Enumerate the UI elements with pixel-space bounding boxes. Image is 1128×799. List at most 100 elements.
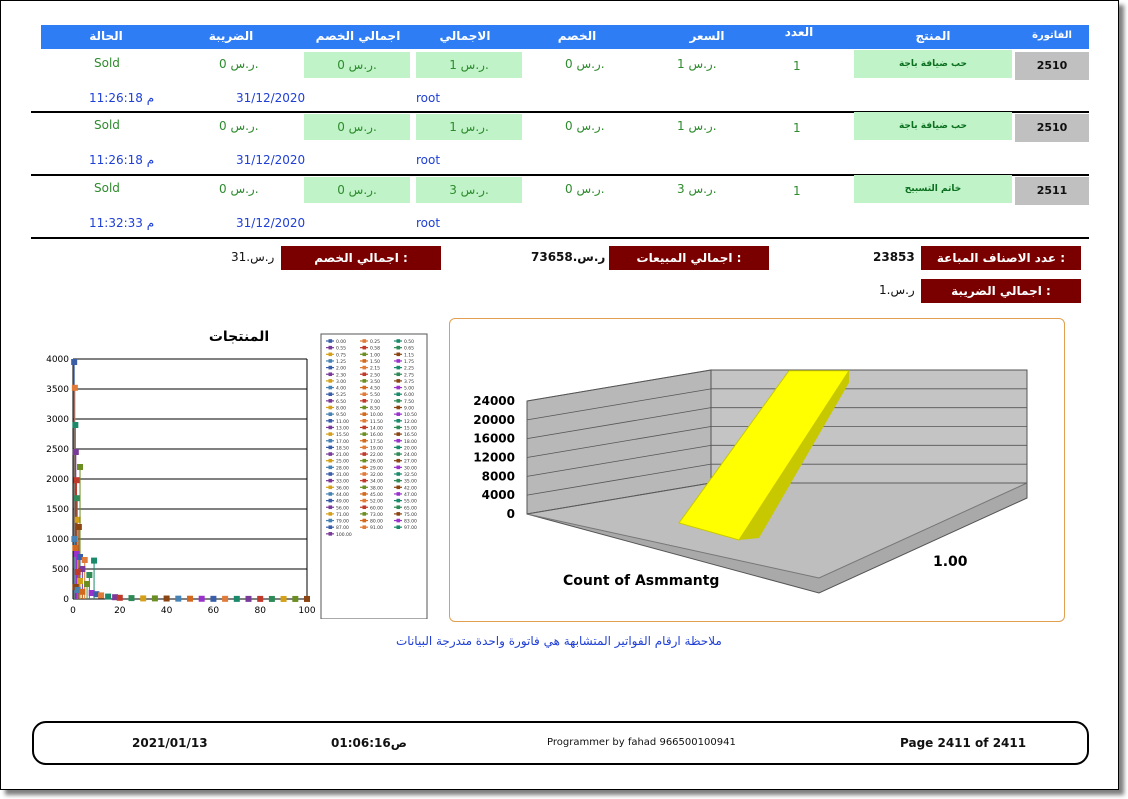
legend-marker bbox=[328, 339, 333, 343]
total-discount-cell: 0 ر.س. bbox=[304, 177, 410, 203]
qty-cell: 1 bbox=[793, 121, 801, 135]
legend-marker bbox=[396, 445, 401, 450]
x-tick-label: 80 bbox=[254, 606, 266, 616]
legend-marker bbox=[396, 365, 401, 370]
price-cell: 1 ر.س. bbox=[677, 119, 717, 133]
legend-entry: 56.00 bbox=[336, 505, 349, 511]
legend-entry: 17.00 bbox=[336, 439, 349, 445]
legend-entry: 31.00 bbox=[336, 472, 349, 478]
qty-cell: 1 bbox=[793, 59, 801, 73]
legend-entry: 6.00 bbox=[404, 392, 414, 398]
product-cell: حب ضيافة باجة bbox=[854, 50, 1012, 78]
legend-marker bbox=[328, 365, 333, 370]
chart-legend-box bbox=[320, 333, 428, 619]
y-tick-label: 8000 bbox=[482, 469, 515, 483]
legend-marker bbox=[328, 419, 333, 423]
legend-entry: 1.75 bbox=[404, 359, 414, 365]
legend-marker bbox=[328, 412, 333, 416]
legend-entry: 97.00 bbox=[404, 525, 417, 531]
total-cell: 3 ر.س. bbox=[416, 177, 522, 203]
legend-marker bbox=[328, 498, 333, 503]
legend-marker bbox=[362, 485, 367, 490]
legend-marker bbox=[362, 372, 367, 377]
discount-cell: 0 ر.س. bbox=[565, 119, 605, 133]
legend-entry: 1.15 bbox=[404, 352, 414, 358]
legend-marker bbox=[396, 339, 401, 343]
legend-marker bbox=[328, 465, 333, 470]
items-sold-label: عدد الاصناف المباعة : bbox=[921, 246, 1081, 270]
legend-marker bbox=[396, 512, 401, 516]
legend-marker bbox=[362, 518, 367, 523]
legend-entry: 4.50 bbox=[370, 386, 380, 392]
user-cell: root bbox=[416, 91, 441, 105]
discount-total-value: ر.س.31 bbox=[231, 250, 275, 264]
legend-marker bbox=[362, 452, 367, 456]
time-cell: 11:26:18 م bbox=[89, 91, 155, 105]
legend-entry: 14.00 bbox=[370, 425, 383, 431]
legend-entry: 91.00 bbox=[370, 525, 383, 531]
legend-marker bbox=[362, 419, 367, 423]
legend-entry: 6.50 bbox=[336, 399, 346, 405]
legend-marker bbox=[362, 405, 367, 410]
y-tick-label: 16000 bbox=[473, 432, 515, 446]
legend-entry: 8.00 bbox=[336, 406, 346, 412]
legend-entry: 25.00 bbox=[336, 459, 349, 465]
legend-marker bbox=[328, 345, 333, 350]
legend-entry: 30.00 bbox=[404, 465, 417, 471]
legend-entry: 0.65 bbox=[404, 346, 414, 352]
legend-marker bbox=[328, 532, 333, 536]
legend-marker bbox=[396, 379, 401, 383]
data-point bbox=[245, 595, 252, 602]
chart-x-label: Count of Asmmantg bbox=[563, 573, 719, 589]
legend-entry: 33.00 bbox=[336, 479, 349, 485]
legend-marker bbox=[396, 359, 401, 363]
legend-entry: 34.00 bbox=[370, 479, 383, 485]
legend-entry: 38.00 bbox=[370, 485, 383, 491]
legend-marker bbox=[396, 399, 401, 403]
legend-marker bbox=[328, 518, 333, 523]
legend-entry: 52.00 bbox=[370, 499, 383, 505]
header-discount: الخصم bbox=[557, 29, 597, 43]
legend-entry: 17.50 bbox=[370, 439, 383, 445]
legend-entry: 3.00 bbox=[336, 379, 346, 385]
legend-entry: 4.00 bbox=[336, 386, 346, 392]
legend-entry: 44.00 bbox=[336, 492, 349, 498]
legend-entry: 29.00 bbox=[370, 465, 383, 471]
x-tick-label: 100 bbox=[298, 606, 315, 616]
tax-cell: 0 ر.س. bbox=[219, 182, 259, 196]
legend-marker bbox=[396, 432, 401, 436]
legend-entry: 0.58 bbox=[370, 346, 380, 352]
legend-marker bbox=[328, 472, 333, 476]
legend-entry: 55.00 bbox=[404, 499, 417, 505]
product-cell: حب ضيافة باجة bbox=[854, 112, 1012, 140]
data-point bbox=[280, 595, 287, 602]
data-point bbox=[222, 595, 229, 602]
x-tick-label: 20 bbox=[114, 606, 126, 616]
legend-entry: 19.00 bbox=[370, 445, 383, 451]
legend-entry: 15.50 bbox=[336, 432, 349, 438]
total-cell: 1 ر.س. bbox=[416, 52, 522, 78]
y-tick-label: 24000 bbox=[473, 394, 515, 408]
legend-marker bbox=[396, 518, 401, 523]
date-cell: 31/12/2020 bbox=[236, 153, 306, 167]
header-product: المنتج bbox=[915, 29, 951, 43]
header-price: السعر bbox=[689, 29, 725, 43]
legend-entry: 0.55 bbox=[336, 346, 346, 352]
area-chart-border bbox=[449, 318, 1065, 622]
legend-marker bbox=[362, 445, 367, 450]
footer-time: 01:06:16ص bbox=[331, 736, 407, 750]
legend-entry: 100.00 bbox=[336, 532, 352, 538]
legend-entry: 11.00 bbox=[336, 419, 349, 425]
y-tick-label: 3500 bbox=[46, 385, 69, 395]
legend-marker bbox=[362, 345, 367, 350]
legend-marker bbox=[396, 372, 401, 377]
legend-entry: 18.50 bbox=[336, 445, 349, 451]
data-point bbox=[187, 595, 193, 602]
legend-marker bbox=[328, 425, 333, 430]
legend-entry: 9.50 bbox=[336, 412, 346, 418]
legend-entry: 1.50 bbox=[370, 359, 380, 365]
legend-entry: 2.30 bbox=[336, 372, 346, 378]
legend-entry: 20.00 bbox=[404, 445, 417, 451]
data-point bbox=[175, 595, 182, 602]
legend-entry: 7.00 bbox=[370, 399, 380, 405]
